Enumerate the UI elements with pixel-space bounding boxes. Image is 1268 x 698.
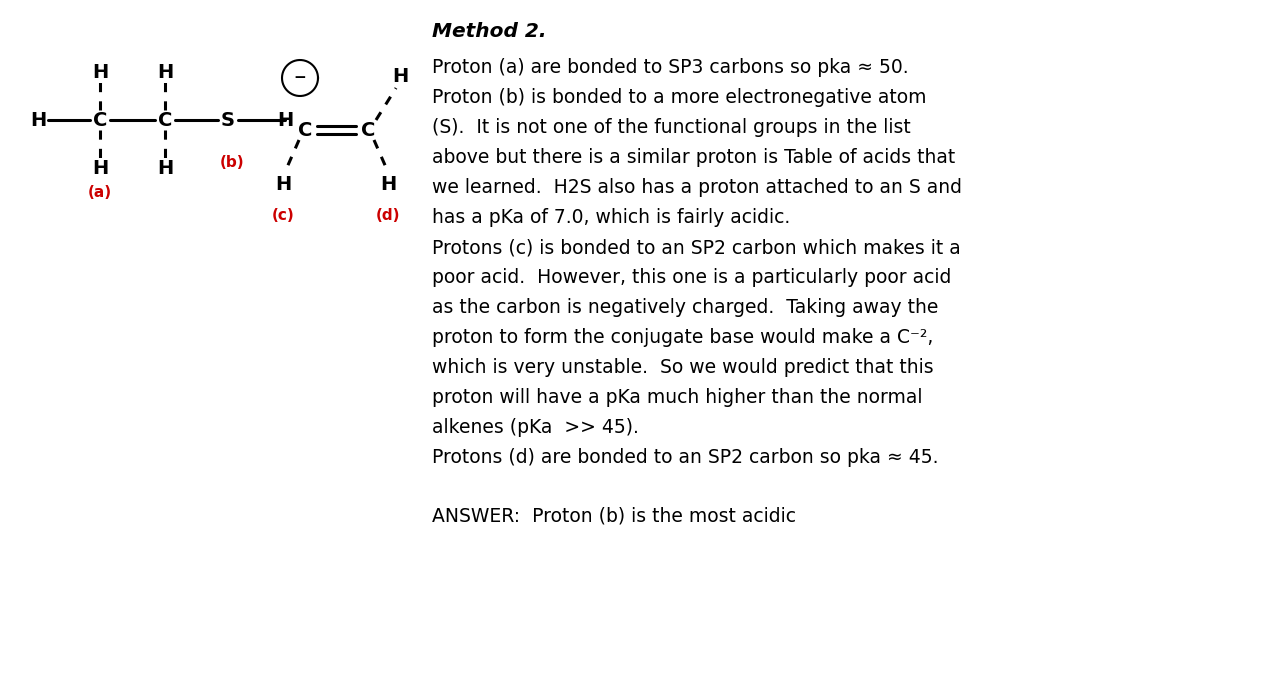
Text: Proton (b) is bonded to a more electronegative atom: Proton (b) is bonded to a more electrone… <box>432 88 927 107</box>
Text: proton will have a pKa much higher than the normal: proton will have a pKa much higher than … <box>432 388 923 407</box>
Text: ANSWER:  Proton (b) is the most acidic: ANSWER: Proton (b) is the most acidic <box>432 506 796 525</box>
Text: (c): (c) <box>271 208 294 223</box>
Text: H: H <box>275 174 292 193</box>
Text: above but there is a similar proton is Table of acids that: above but there is a similar proton is T… <box>432 148 955 167</box>
Text: C: C <box>361 121 375 140</box>
Text: poor acid.  However, this one is a particularly poor acid: poor acid. However, this one is a partic… <box>432 268 951 287</box>
Text: −: − <box>294 70 307 85</box>
Text: H: H <box>276 110 293 130</box>
Text: C: C <box>157 110 172 130</box>
Text: H: H <box>380 174 396 193</box>
Text: Proton (a) are bonded to SP3 carbons so pka ≈ 50.: Proton (a) are bonded to SP3 carbons so … <box>432 58 909 77</box>
Text: (S).  It is not one of the functional groups in the list: (S). It is not one of the functional gro… <box>432 118 910 137</box>
Text: H: H <box>157 158 174 177</box>
Text: we learned.  H2S also has a proton attached to an S and: we learned. H2S also has a proton attach… <box>432 178 962 197</box>
Text: has a pKa of 7.0, which is fairly acidic.: has a pKa of 7.0, which is fairly acidic… <box>432 208 790 227</box>
Text: (b): (b) <box>219 155 245 170</box>
Text: C: C <box>298 121 312 140</box>
Text: which is very unstable.  So we would predict that this: which is very unstable. So we would pred… <box>432 358 933 377</box>
Text: (d): (d) <box>375 208 401 223</box>
Text: Protons (c) is bonded to an SP2 carbon which makes it a: Protons (c) is bonded to an SP2 carbon w… <box>432 238 961 257</box>
Text: S: S <box>221 110 235 130</box>
Text: Method 2.: Method 2. <box>432 22 547 41</box>
Text: (a): (a) <box>87 185 112 200</box>
Text: H: H <box>91 158 108 177</box>
Text: H: H <box>157 63 174 82</box>
Text: C: C <box>93 110 108 130</box>
Text: H: H <box>91 63 108 82</box>
Text: Protons (d) are bonded to an SP2 carbon so pka ≈ 45.: Protons (d) are bonded to an SP2 carbon … <box>432 448 938 467</box>
Text: H: H <box>392 66 408 85</box>
Text: proton to form the conjugate base would make a C⁻²,: proton to form the conjugate base would … <box>432 328 933 347</box>
Text: as the carbon is negatively charged.  Taking away the: as the carbon is negatively charged. Tak… <box>432 298 938 317</box>
Text: alkenes (pKa  >> 45).: alkenes (pKa >> 45). <box>432 418 639 437</box>
Text: H: H <box>30 110 46 130</box>
